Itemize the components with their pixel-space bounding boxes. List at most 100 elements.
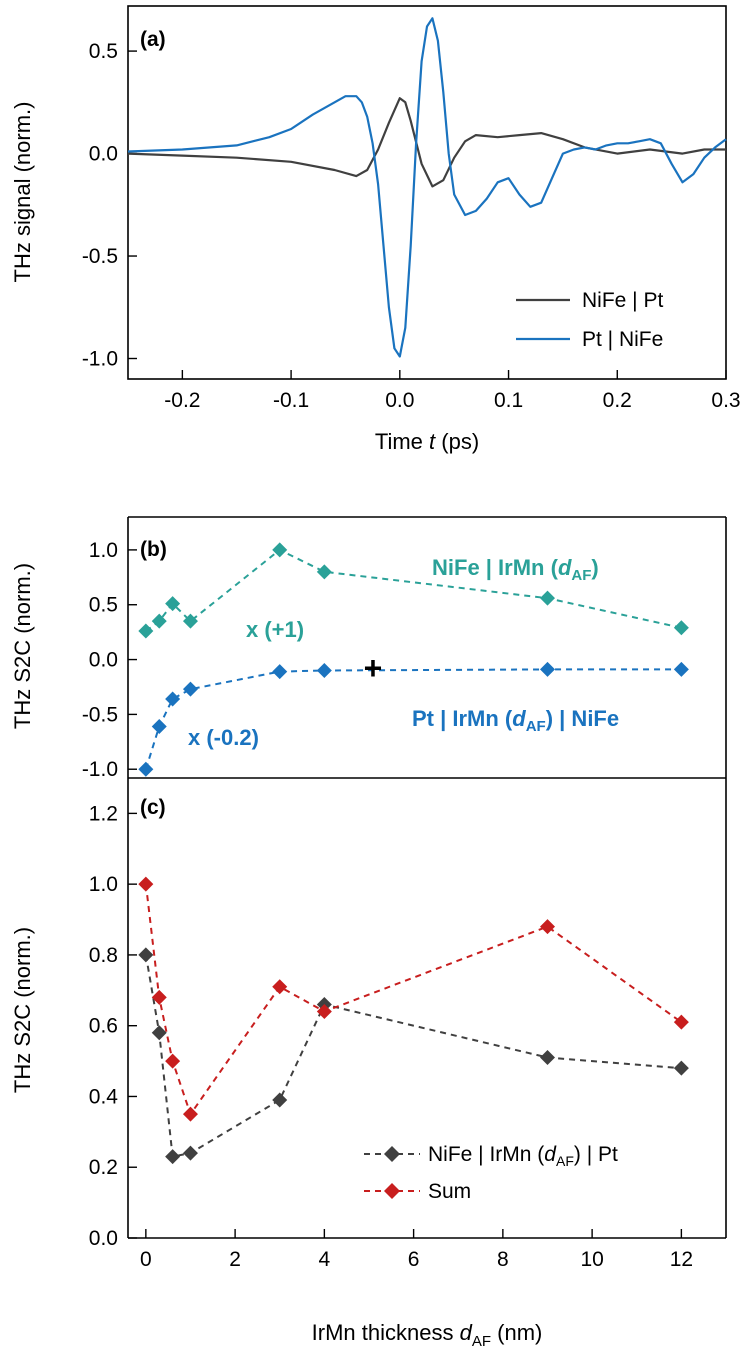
data-point-nife-irmn (165, 596, 181, 612)
panel-b-ticks: -1.0 -0.5 0.0 0.5 1.0 (82, 539, 137, 781)
panel-b-label: (b) (140, 538, 167, 561)
panel-c-xtick-label: 0 (140, 1248, 152, 1271)
series-line-sum (144, 884, 682, 1117)
data-point-sum (182, 1106, 198, 1122)
data-point-sum (151, 989, 167, 1005)
data-point-sum (165, 1053, 181, 1069)
panel-c-xtick-label: 6 (408, 1248, 420, 1271)
legend-label-pt-nife: Pt | NiFe (582, 328, 663, 351)
panel-a-xlabel-var: t (429, 429, 436, 454)
data-point-pt-irmn-nife (182, 681, 198, 697)
panel-b-ytick-label: -1.0 (82, 758, 118, 781)
panel-a-frame (127, 5, 727, 380)
panel-c-xtick-label: 2 (229, 1248, 241, 1271)
panel-c-ylabel: THz S2C (norm.) (10, 927, 35, 1093)
series-b-label: Pt | IrMn (dAF) | NiFe (412, 706, 619, 735)
legend-label-sum: Sum (428, 1180, 471, 1203)
panel-a-xlabel-unit: (ps) (435, 429, 479, 454)
panel-b-ytick-label: 0.5 (89, 594, 118, 617)
data-point-nife-irmn-pt (673, 1060, 689, 1076)
data-point-pt-irmn-nife (151, 718, 167, 734)
panel-c-ytick-label: 0.0 (89, 1227, 118, 1250)
panel-b-ytick-label: 0.0 (89, 649, 118, 672)
panel-c-ticks: 0 2 4 6 8 10 12 0.0 0.2 0.4 0.6 0.8 1.0 1.2 (89, 802, 693, 1271)
data-point-pt-irmn-nife (673, 661, 689, 677)
data-point-nife-irmn (151, 613, 167, 629)
panel-c-ytick-label: 0.8 (89, 944, 118, 967)
data-point-sum (138, 876, 154, 892)
panel-a-ytick-label: 0.5 (89, 40, 118, 63)
legend-marker-nife-irmn-pt (384, 1146, 400, 1162)
series-line-pt-nife (127, 17, 727, 358)
panel-c-xtick-label: 10 (580, 1248, 603, 1271)
panel-a-xlabel: Time t (ps) (375, 429, 479, 454)
series-a-label: NiFe | IrMn (dAF) (432, 555, 599, 584)
panel-c-legend: NiFe | IrMn (dAF) | Pt Sum (364, 1143, 618, 1203)
panel-a-xlabel-text: Time (375, 429, 429, 454)
series-b-factor: x (-0.2) (188, 725, 259, 750)
panel-c-ytick-label: 0.2 (89, 1156, 118, 1179)
panel-a-series (127, 17, 727, 358)
panel-a-xtick-label: 0.2 (603, 389, 632, 412)
panel-c-ytick-label: 1.0 (89, 873, 118, 896)
data-point-sum (539, 919, 555, 935)
panel-a-legend: NiFe | Pt Pt | NiFe (516, 289, 663, 351)
data-point-sum (673, 1014, 689, 1030)
data-point-pt-irmn-nife (165, 691, 181, 707)
panel-a-xtick-label: 0.0 (385, 389, 414, 412)
panel-a-ytick-label: -1.0 (82, 348, 118, 371)
panel-b-s2c-scaled: -1.0 -0.5 0.0 0.5 1.0 (b) THz S2C (norm.) Ni… (10, 516, 727, 781)
data-point-sum (272, 979, 288, 995)
panel-a-time-trace: -0.2 -0.1 0.0 0.1 0.2 0.3 -1.0 -0.5 0.0 0.5 (a) T… (10, 5, 741, 454)
data-point-nife-irmn (138, 623, 154, 639)
panel-a-xtick-label: -0.2 (164, 389, 200, 412)
panel-b-ylabel: THz S2C (norm.) (10, 563, 35, 729)
panel-b-ytick-label: 1.0 (89, 539, 118, 562)
legend-label-nife-irmn-pt: NiFe | IrMn (dAF) | Pt (428, 1143, 618, 1169)
data-point-nife-irmn (316, 564, 332, 580)
data-point-nife-irmn-pt (138, 947, 154, 963)
panel-a-ticks: -0.2 -0.1 0.0 0.1 0.2 0.3 -1.0 -0.5 0.0 0.5 (82, 40, 741, 412)
panel-c-ytick-label: 0.6 (89, 1015, 118, 1038)
panel-c-label: (c) (140, 796, 166, 819)
data-point-pt-irmn-nife (138, 761, 154, 777)
plus-sign: + (364, 650, 383, 686)
panel-b-ytick-label: -0.5 (82, 703, 118, 726)
panel-c-series (138, 876, 689, 1165)
panel-c-ytick-label: 1.2 (89, 802, 118, 825)
data-point-nife-irmn-pt (182, 1145, 198, 1161)
panel-a-xtick-label: 0.3 (711, 389, 740, 412)
data-point-nife-irmn (673, 620, 689, 636)
legend-marker-sum (384, 1183, 400, 1199)
data-point-nife-irmn-pt (272, 1092, 288, 1108)
panel-c-s2c-sum: 0 2 4 6 8 10 12 0.0 0.2 0.4 0.6 0.8 1.0 1.2 (c) THz S… (10, 778, 727, 1350)
panel-c-xtick-label: 8 (497, 1248, 509, 1271)
panel-b-series (138, 542, 689, 777)
data-point-nife-irmn-pt (539, 1050, 555, 1066)
data-point-pt-irmn-nife (272, 664, 288, 680)
panel-c-xtick-label: 4 (319, 1248, 331, 1271)
panel-c-xtick-label: 12 (670, 1248, 693, 1271)
data-point-nife-irmn (539, 590, 555, 606)
data-point-pt-irmn-nife (539, 661, 555, 677)
series-line-nife-irmn (145, 548, 682, 632)
series-line-nife-pt (127, 97, 726, 188)
data-point-sum (316, 1004, 332, 1020)
legend-label-nife-pt: NiFe | Pt (582, 289, 663, 312)
data-point-nife-irmn (182, 613, 198, 629)
data-point-nife-irmn-pt (165, 1149, 181, 1165)
panel-a-xtick-label: -0.1 (273, 389, 309, 412)
panel-a-label: (a) (140, 28, 166, 51)
data-point-nife-irmn (272, 542, 288, 558)
panel-c-xlabel: IrMn thickness dAF (nm) (312, 1320, 543, 1350)
series-a-factor: x (+1) (246, 617, 304, 642)
data-point-pt-irmn-nife (316, 663, 332, 679)
panel-a-ylabel: THz signal (norm.) (10, 102, 35, 283)
series-line-nife-irmn-pt (144, 954, 682, 1158)
panel-a-ytick-label: 0.0 (89, 143, 118, 166)
panel-a-xtick-label: 0.1 (494, 389, 523, 412)
panel-c-ytick-label: 0.4 (89, 1085, 119, 1108)
data-point-nife-irmn-pt (151, 1025, 167, 1041)
panel-a-ytick-label: -0.5 (82, 245, 118, 268)
